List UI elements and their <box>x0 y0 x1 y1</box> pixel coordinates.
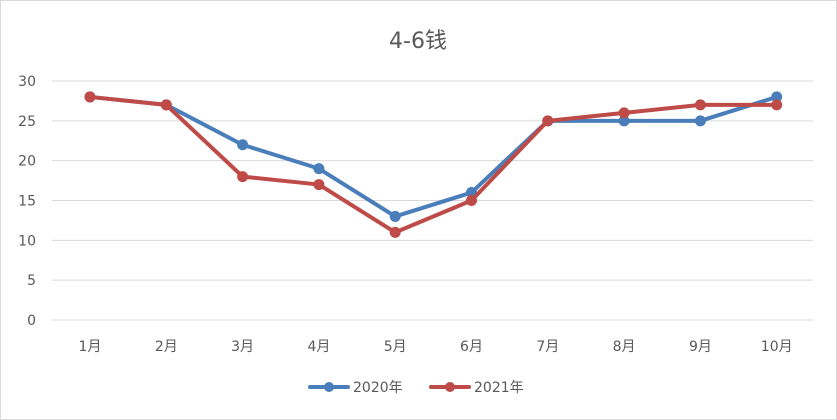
series-2020-group <box>84 91 783 222</box>
x-tick-label: 5月 <box>384 339 407 355</box>
series-line-2020年 <box>88 94 779 219</box>
y-tick-label: 20 <box>18 154 36 170</box>
y-tick-label: 0 <box>27 313 36 329</box>
data-point <box>237 139 249 151</box>
chart-title: 4-6钱 <box>389 29 447 54</box>
x-tick-label: 3月 <box>231 339 254 355</box>
x-tick-label: 1月 <box>79 339 102 355</box>
x-tick-label: 10月 <box>761 339 793 355</box>
data-point <box>389 226 401 238</box>
y-tick-label: 25 <box>18 114 36 130</box>
y-axis-tick-labels: 0 5 10 15 20 25 30 <box>18 74 36 329</box>
x-tick-label: 9月 <box>689 339 712 355</box>
data-point <box>466 195 477 206</box>
x-tick-label: 2月 <box>155 339 178 355</box>
series-2021-group <box>84 91 783 238</box>
data-point <box>84 91 96 103</box>
y-tick-label: 15 <box>18 194 36 210</box>
x-tick-label: 6月 <box>460 339 483 355</box>
data-point <box>389 210 401 222</box>
y-tick-label: 10 <box>18 233 36 249</box>
data-point <box>542 115 554 127</box>
x-tick-label: 7月 <box>536 339 559 355</box>
x-tick-label: 8月 <box>613 339 636 355</box>
data-point <box>694 115 706 127</box>
y-tick-label: 5 <box>27 273 36 289</box>
data-point <box>694 99 706 111</box>
x-axis-tick-labels: 1月 2月 3月 4月 5月 6月 7月 8月 9月 10月 <box>79 339 793 355</box>
y-tick-label: 30 <box>18 74 36 90</box>
legend-label: 2020年 <box>353 380 403 396</box>
data-point <box>160 99 172 111</box>
data-point <box>618 107 630 119</box>
x-tick-label: 4月 <box>307 339 330 355</box>
data-point <box>313 163 325 175</box>
data-point <box>237 171 249 183</box>
data-point <box>313 179 325 191</box>
legend-marker <box>445 382 455 392</box>
series-line-2021年 <box>88 94 779 235</box>
legend-marker <box>324 382 334 392</box>
legend: 2020年 2021年 <box>308 380 524 396</box>
legend-label: 2021年 <box>474 380 524 396</box>
data-point <box>771 99 783 111</box>
